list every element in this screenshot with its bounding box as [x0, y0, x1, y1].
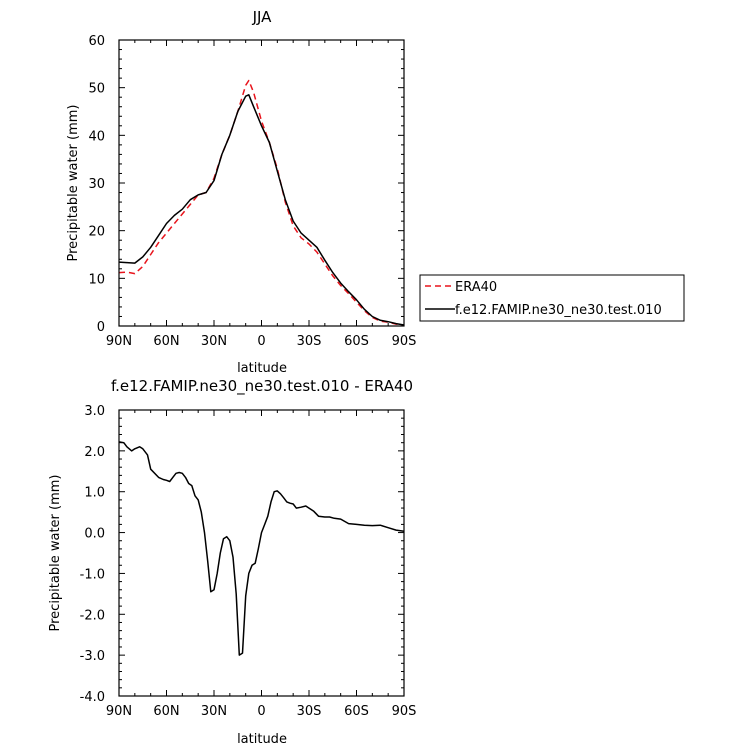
legend-label-era40: ERA40 — [455, 280, 497, 295]
plot-frame-top — [118, 39, 405, 327]
series-lines-bottom — [118, 441, 405, 656]
tick-labels-top: 90N 60N 30N 0 30S 60S 90S 0 10 20 30 40 50 60 — [88, 34, 416, 349]
series-lines-top — [118, 79, 405, 326]
x-tick-label: 30N — [201, 334, 227, 349]
chart-title-bottom: f.e12.FAMIP.ne30_ne30.test.010 - ERA40 — [111, 377, 413, 396]
x-tick-label: 90S — [392, 704, 417, 719]
y-tick-label: 30 — [88, 177, 105, 192]
y-tick-label: -1.0 — [80, 567, 105, 582]
tick-marks-top — [118, 39, 405, 327]
x-tick-label: 30N — [201, 704, 227, 719]
y-tick-label: -3.0 — [80, 649, 105, 664]
tick-marks-bottom — [118, 409, 405, 697]
y-tick-label: -2.0 — [80, 608, 105, 623]
series-line-model — [118, 94, 405, 326]
x-tick-label: 90N — [106, 704, 132, 719]
y-tick-label: 40 — [88, 129, 105, 144]
x-tick-label: 0 — [257, 704, 265, 719]
y-tick-label: 10 — [88, 272, 105, 287]
y-tick-label: 60 — [88, 34, 105, 49]
chart-title-top: JJA — [252, 8, 273, 26]
chart-panel-bottom: f.e12.FAMIP.ne30_ne30.test.010 - ERA40 9… — [48, 377, 416, 747]
x-tick-label: 60S — [344, 704, 369, 719]
series-line-difference — [118, 441, 405, 656]
x-axis-label-top: latitude — [237, 361, 287, 376]
series-line-era40 — [118, 79, 405, 326]
y-tick-label: 3.0 — [84, 404, 105, 419]
x-tick-label: 60S — [344, 334, 369, 349]
x-tick-label: 90N — [106, 334, 132, 349]
x-tick-label: 90S — [392, 334, 417, 349]
y-tick-label: 1.0 — [84, 486, 105, 501]
chart-panel-top: JJA 90N 60N 30N 0 30S 60S 90S 0 10 20 30 40 50 60 lat… — [66, 8, 685, 376]
x-tick-label: 30S — [297, 334, 322, 349]
x-tick-label: 60N — [153, 334, 179, 349]
plot-frame-bottom — [118, 409, 405, 697]
y-axis-label-top: Precipitable water (mm) — [66, 105, 81, 262]
y-tick-label: 20 — [88, 225, 105, 240]
x-tick-label: 0 — [257, 334, 265, 349]
tick-labels-bottom: 90N 60N 30N 0 30S 60S 90S -4.0 -3.0 -2.0 -1.0 0.0 1.… — [80, 404, 417, 719]
x-tick-label: 30S — [297, 704, 322, 719]
y-tick-label: 50 — [88, 82, 105, 97]
y-tick-label: 2.0 — [84, 445, 105, 460]
legend-box — [419, 274, 685, 322]
y-tick-label: -4.0 — [80, 690, 105, 705]
x-tick-label: 60N — [153, 704, 179, 719]
y-tick-label: 0 — [97, 320, 105, 335]
y-tick-label: 0.0 — [84, 527, 105, 542]
x-axis-label-bottom: latitude — [237, 732, 287, 747]
legend: ERA40 f.e12.FAMIP.ne30_ne30.test.010 — [419, 274, 685, 322]
y-axis-label-bottom: Precipitable water (mm) — [48, 475, 63, 632]
legend-label-model: f.e12.FAMIP.ne30_ne30.test.010 — [455, 303, 662, 318]
